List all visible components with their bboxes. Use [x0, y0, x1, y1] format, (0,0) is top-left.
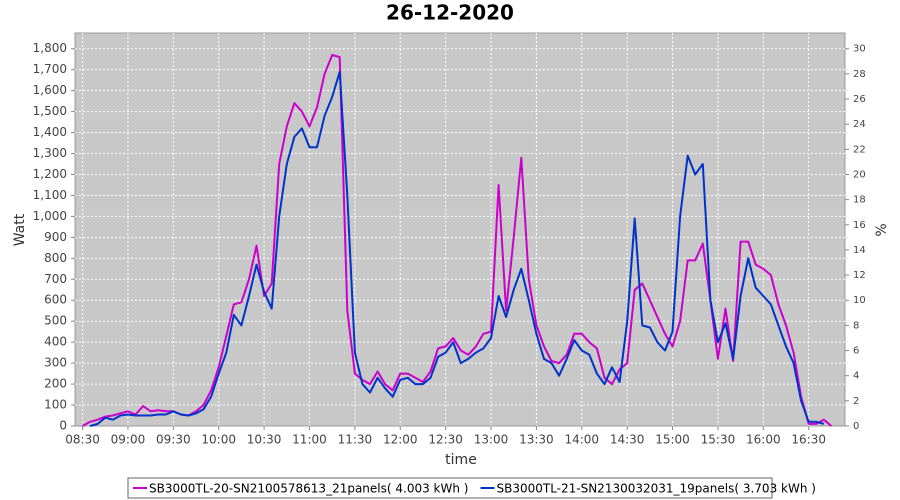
y2-tick-label: 22	[853, 144, 866, 155]
x-tick-label: 10:00	[201, 433, 236, 447]
y2-tick-label: 20	[853, 169, 866, 180]
x-axis-title: time	[445, 452, 477, 468]
y-tick-label: 1,000	[33, 209, 67, 223]
legend	[127, 477, 773, 499]
chart-title: 26-12-2020	[386, 1, 514, 25]
x-tick-label: 15:30	[701, 433, 736, 447]
y-tick-label: 100	[44, 398, 67, 412]
plot-area	[74, 32, 846, 427]
y-tick-label: 400	[44, 335, 67, 349]
y2-tick-label: 14	[853, 245, 866, 256]
x-tick-label: 12:30	[428, 433, 463, 447]
x-tick-label: 14:00	[564, 433, 599, 447]
x-tick-label: 14:30	[610, 433, 645, 447]
y-tick-label: 1,400	[33, 125, 67, 139]
series-line	[89, 70, 825, 427]
y-tick-label: 1,800	[33, 41, 67, 55]
y-tick-label: 1,500	[33, 104, 67, 118]
y-tick-label: 200	[44, 377, 67, 391]
lines	[82, 54, 833, 427]
x-tick-label: 12:00	[383, 433, 418, 447]
y2-tick-label: 30	[853, 44, 866, 55]
y2-tick-label: 28	[853, 69, 866, 80]
y2-tick-label: 24	[853, 119, 866, 130]
y-tick-label: 500	[44, 314, 67, 328]
x-tick-label: 15:00	[655, 433, 690, 447]
y2-tick-label: 4	[853, 371, 859, 382]
legend-text: SB3000TL-20-SN2100578613_21panels( 4.003…	[149, 482, 468, 496]
y-tick-label: 0	[59, 419, 67, 433]
legend-text: SB3000TL-21-SN2130032031_19panels( 3.703…	[496, 482, 815, 496]
y-tick-label: 1,300	[33, 146, 67, 160]
x-tick-label: 11:30	[338, 433, 373, 447]
x-tick-label: 08:30	[65, 433, 100, 447]
y-tick-label: 800	[44, 251, 67, 265]
y-tick-label: 1,100	[33, 188, 67, 202]
y2-tick-label: 2	[853, 396, 859, 407]
x-tick-label: 13:00	[474, 433, 509, 447]
y-tick-label: 700	[44, 272, 67, 286]
y-tick-label: 600	[44, 293, 67, 307]
y-tick-label: 1,700	[33, 62, 67, 76]
x-tick-label: 16:00	[746, 433, 781, 447]
y2-tick-label: 0	[853, 421, 859, 432]
x-tick-label: 09:30	[156, 433, 191, 447]
grid	[75, 33, 845, 426]
y2-tick-label: 26	[853, 94, 866, 105]
y-tick-label: 900	[44, 230, 67, 244]
y2-axis-title: %	[874, 223, 890, 236]
series-line	[82, 54, 833, 427]
y2-tick-label: 16	[853, 220, 866, 231]
y-tick-label: 1,600	[33, 83, 67, 97]
y2-tick-label: 8	[853, 320, 859, 331]
x-tick-label: 11:00	[292, 433, 327, 447]
y-tick-label: 300	[44, 356, 67, 370]
x-tick-label: 10:30	[247, 433, 282, 447]
y2-tick-label: 18	[853, 195, 866, 206]
y-tick-label: 1,200	[33, 167, 67, 181]
y2-tick-label: 10	[853, 295, 866, 306]
x-tick-label: 09:00	[111, 433, 146, 447]
y2-tick-label: 6	[853, 346, 859, 357]
y-axis-title: Watt	[12, 213, 28, 246]
x-tick-label: 13:30	[519, 433, 554, 447]
y2-tick-label: 12	[853, 270, 866, 281]
x-tick-label: 16:30	[791, 433, 826, 447]
